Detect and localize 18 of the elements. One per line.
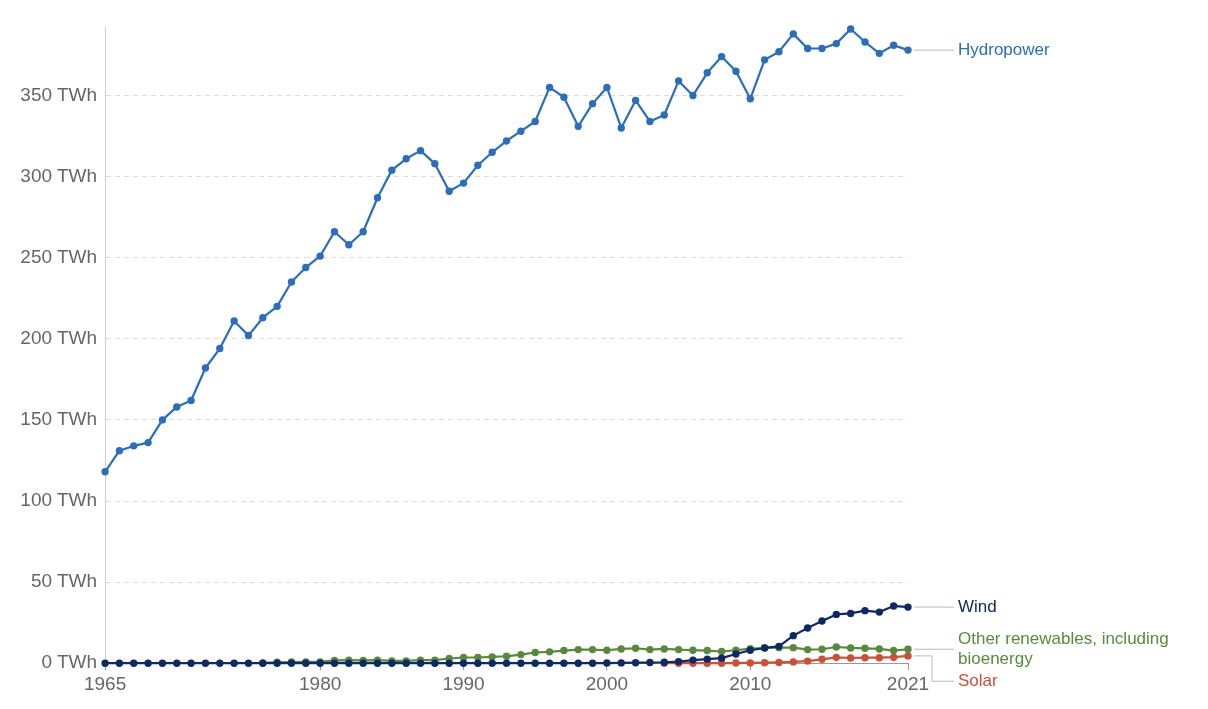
text: Hydropower [958,39,1050,59]
y-tick-label: 300 TWh [20,164,98,186]
x-tick-label: 1965 [83,672,127,694]
x-tick-label: 2021 [886,672,930,694]
y-tick-label: 350 TWh [20,83,98,105]
x-tick-label: 1980 [299,672,342,694]
y-tick-label: 0 TWh [41,651,98,673]
x-tick-label: 2000 [585,672,629,694]
y-tick-label: 150 TWh [20,408,98,430]
y-tick-label: 250 TWh [20,245,98,267]
text: Wind [958,596,997,616]
text: Solar [958,670,999,690]
x-tick-label: 1990 [442,672,485,694]
text: Other renewables, including bioenergy [958,628,1169,668]
x-tick-label: 2010 [729,672,772,694]
y-tick-label: 200 TWh [20,327,98,349]
y-tick-label: 50 TWh [30,570,98,592]
y-tick-label: 100 TWh [20,489,98,511]
